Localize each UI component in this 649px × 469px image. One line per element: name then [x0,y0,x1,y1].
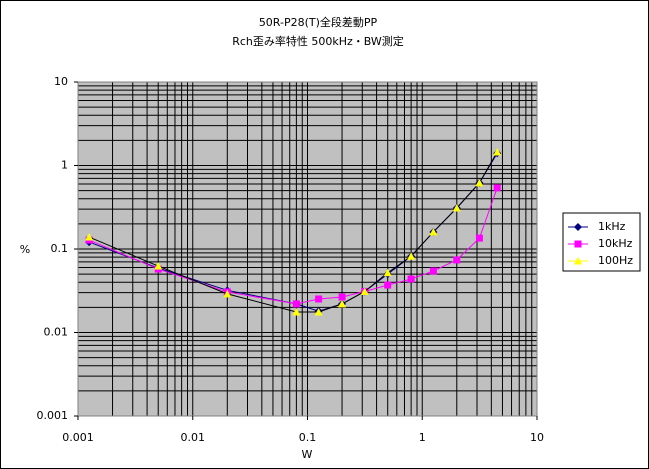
point [360,287,369,295]
point [314,307,323,316]
point [338,299,347,308]
point [338,293,346,301]
point [85,233,94,241]
point [429,267,437,275]
point [493,148,502,156]
point [292,300,300,308]
point [383,268,392,277]
x-tick-label: 10 [530,431,544,444]
legend-label: 1kHz [598,220,626,233]
point [223,289,232,298]
x-tick-label: 1 [419,431,426,444]
point [453,256,461,264]
chart-subtitle: Rch歪み率特性 500kHz・BW測定 [232,34,404,48]
legend-label: 10kHz [598,237,633,250]
legend-label: 100Hz [598,254,633,267]
point [475,234,483,242]
point [429,227,438,236]
legend-marker [574,223,582,231]
x-tick-label: 0.1 [299,431,317,444]
x-tick-label: 0.001 [62,431,94,444]
point [475,178,484,187]
point [407,252,416,260]
point [154,262,163,270]
x-tick-label: 0.01 [181,431,206,444]
y-tick-label: 0.001 [37,409,69,422]
y-tick-label: 10 [54,75,68,88]
x-axis-label: W [302,448,313,461]
point [292,307,301,316]
y-axis-label: % [20,243,30,256]
y-tick-label: 0.01 [44,326,69,339]
point [493,184,501,192]
legend-marker [574,257,582,265]
point [315,295,323,303]
point [384,281,392,289]
chart-title: 50R-P28(T)全段差動PP [259,15,378,29]
point [407,275,415,283]
y-tick-label: 0.1 [51,242,69,255]
legend-marker [574,240,582,248]
point [452,203,461,212]
y-tick-label: 1 [61,159,68,172]
